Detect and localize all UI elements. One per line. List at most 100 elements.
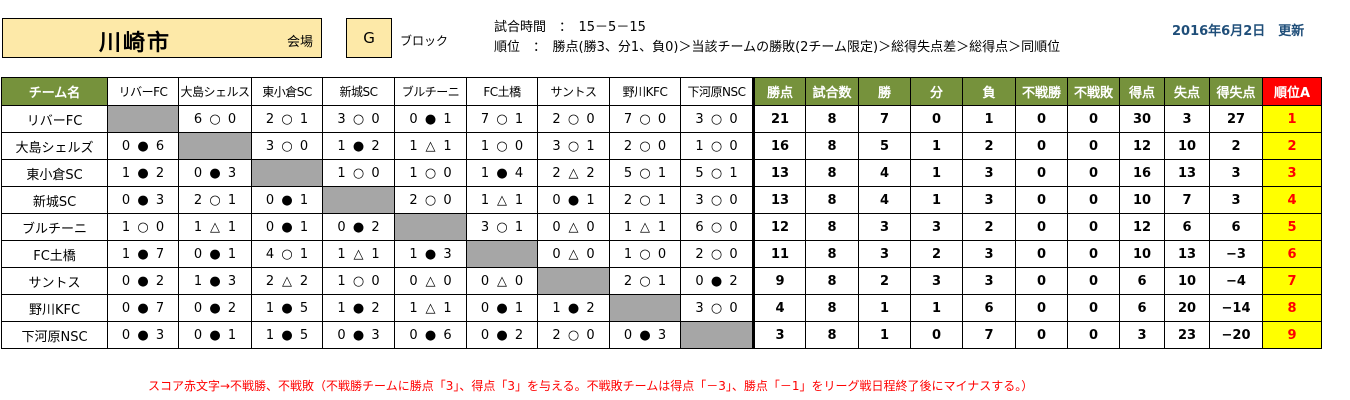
goal-count: 0 bbox=[443, 192, 452, 208]
goal-count: 0 bbox=[729, 111, 738, 127]
stat-cell: 0 bbox=[1015, 321, 1068, 349]
team-name: リバーFC bbox=[1, 105, 108, 133]
stat-cell: 0 bbox=[1067, 105, 1120, 133]
self-match-cell bbox=[394, 213, 467, 241]
goal-count: 1 bbox=[299, 246, 309, 262]
goal-count: 2 bbox=[586, 300, 595, 316]
goal-count: 0 bbox=[480, 300, 490, 316]
stat-cell: 7 bbox=[858, 105, 911, 133]
table-row: サントス 0 ● 2 1 ● 3 2 △ 2 1 ○ 0 0 △ 0 0 △ 0 2 ○ 1 0 ● 2 9 8 2 3 3 0 0 6 10 −4… bbox=[1, 267, 1322, 295]
goal-count: 2 bbox=[695, 246, 704, 262]
score-cell: 0 ● 2 bbox=[322, 213, 395, 241]
stat-cell: 8 bbox=[805, 105, 859, 133]
stat-cell: 8 bbox=[805, 321, 859, 349]
stat-cell: 0 bbox=[1067, 294, 1120, 322]
header-opponent: 新城SC bbox=[322, 77, 395, 106]
score-cell: 2 ○ 0 bbox=[537, 321, 610, 349]
goal-count: 0 bbox=[729, 246, 738, 262]
goal-count: 5 bbox=[299, 327, 309, 343]
result-mark: ○ bbox=[639, 138, 651, 154]
score-cell: 2 △ 2 bbox=[537, 159, 610, 187]
score-cell: 0 ● 1 bbox=[394, 105, 467, 133]
match-time: 試合時間 ： 15－5－15 bbox=[494, 20, 646, 35]
stat-cell: 27 bbox=[1209, 105, 1263, 133]
goal-count: 5 bbox=[623, 165, 633, 181]
result-mark: ○ bbox=[281, 246, 293, 262]
score-cell: 7 ○ 1 bbox=[466, 105, 538, 133]
rank-cell: 5 bbox=[1262, 213, 1322, 241]
score-cell: 1 ○ 0 bbox=[394, 159, 467, 187]
goal-count: 0 bbox=[265, 192, 275, 208]
stat-cell: 1 bbox=[910, 159, 963, 187]
goal-count: 2 bbox=[552, 165, 561, 181]
goal-count: 0 bbox=[695, 273, 704, 289]
goal-count: 0 bbox=[371, 111, 380, 127]
goal-count: 1 bbox=[443, 111, 452, 127]
goal-count: 6 bbox=[155, 138, 165, 154]
header-opponent: 大島シェルス bbox=[178, 77, 252, 106]
goal-count: 2 bbox=[227, 300, 237, 316]
stat-cell: 6 bbox=[1119, 267, 1165, 295]
score-cell: 1 ● 5 bbox=[251, 321, 323, 349]
result-mark: ○ bbox=[281, 111, 293, 127]
goal-count: 3 bbox=[227, 273, 237, 289]
score-cell: 6 ○ 0 bbox=[178, 105, 252, 133]
result-mark: ● bbox=[352, 138, 365, 154]
goal-count: 0 bbox=[337, 219, 346, 235]
score-cell: 1 ● 5 bbox=[251, 294, 323, 322]
stat-cell: 0 bbox=[910, 105, 963, 133]
header-stat: 得点 bbox=[1119, 77, 1165, 106]
result-mark: △ bbox=[425, 273, 436, 289]
score-cell: 6 ○ 0 bbox=[680, 213, 754, 241]
goal-count: 1 bbox=[337, 300, 346, 316]
score-cell: 0 △ 0 bbox=[394, 267, 467, 295]
goal-count: 1 bbox=[193, 219, 203, 235]
result-mark: ● bbox=[424, 327, 437, 343]
stat-cell: 1 bbox=[910, 132, 963, 160]
stat-cell: 0 bbox=[1067, 267, 1120, 295]
goal-count: 1 bbox=[443, 138, 452, 154]
header-opponent: 野川KFC bbox=[609, 77, 681, 106]
result-mark: ○ bbox=[496, 219, 508, 235]
block-label: ブロック bbox=[400, 34, 449, 48]
city-name: 川崎市 bbox=[99, 31, 172, 56]
stat-cell: 8 bbox=[805, 267, 859, 295]
goal-count: 1 bbox=[695, 138, 704, 154]
goal-count: 2 bbox=[371, 300, 380, 316]
goal-count: 6 bbox=[695, 219, 704, 235]
result-mark: ○ bbox=[567, 111, 580, 127]
goal-count: 1 bbox=[299, 111, 309, 127]
goal-count: 1 bbox=[443, 300, 452, 316]
score-cell: 0 ● 1 bbox=[178, 321, 252, 349]
goal-count: 1 bbox=[480, 138, 490, 154]
score-cell: 3 ○ 0 bbox=[251, 132, 323, 160]
result-mark: ○ bbox=[496, 111, 508, 127]
goal-count: 1 bbox=[193, 273, 203, 289]
stat-cell: 3 bbox=[910, 267, 963, 295]
result-mark: ○ bbox=[639, 246, 651, 262]
goal-count: 1 bbox=[265, 327, 275, 343]
goal-count: 1 bbox=[514, 219, 524, 235]
goal-count: 0 bbox=[657, 138, 667, 154]
header-team: チーム名 bbox=[1, 77, 108, 106]
rank-cell: 7 bbox=[1262, 267, 1322, 295]
score-cell: 1 △ 1 bbox=[609, 213, 681, 241]
result-mark: ○ bbox=[567, 138, 580, 154]
team-name: ブルチーニ bbox=[1, 213, 108, 241]
goal-count: 7 bbox=[155, 300, 165, 316]
self-match-cell bbox=[251, 159, 323, 187]
score-cell: 1 ● 2 bbox=[107, 159, 179, 187]
goal-count: 0 bbox=[729, 138, 738, 154]
score-cell: 0 ● 1 bbox=[251, 186, 323, 214]
result-mark: ○ bbox=[137, 219, 149, 235]
result-mark: ● bbox=[137, 138, 149, 154]
goal-count: 1 bbox=[227, 192, 237, 208]
goal-count: 2 bbox=[623, 192, 633, 208]
result-mark: ○ bbox=[710, 192, 723, 208]
stat-cell: 6 bbox=[1119, 294, 1165, 322]
goal-count: 0 bbox=[227, 111, 237, 127]
goal-count: 0 bbox=[729, 219, 738, 235]
goal-count: 4 bbox=[514, 165, 524, 181]
stat-cell: 8 bbox=[805, 213, 859, 241]
goal-count: 2 bbox=[586, 165, 595, 181]
